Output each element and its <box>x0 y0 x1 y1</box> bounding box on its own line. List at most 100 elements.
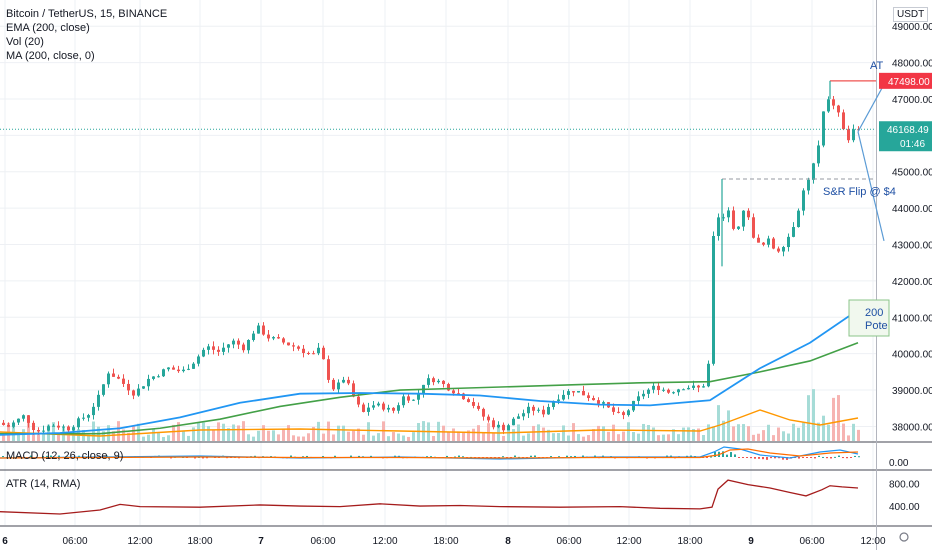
volume-bar <box>347 431 350 441</box>
chart-title: Bitcoin / TetherUS, 15, BINANCE <box>6 8 168 20</box>
candle-body <box>152 376 155 379</box>
volume-bar <box>292 435 295 441</box>
axis-settings-icon[interactable] <box>899 532 909 542</box>
candle-body <box>242 344 245 351</box>
volume-bar <box>207 426 210 441</box>
macd-histogram-bar <box>738 457 740 458</box>
time-tick-6: 12:00 <box>372 536 397 547</box>
candle-body <box>267 334 270 339</box>
time-tick-2: 12:00 <box>127 536 152 547</box>
volume-bar <box>202 422 205 441</box>
volume-bar <box>232 424 235 441</box>
macd-histogram-bar <box>602 455 604 457</box>
candle-body <box>432 378 435 383</box>
candle-body <box>427 378 430 385</box>
macd-histogram-bar <box>570 456 572 458</box>
volume-bar <box>192 427 195 441</box>
atr-line <box>0 479 859 515</box>
volume-bar <box>57 433 60 441</box>
candle-body <box>787 236 790 248</box>
volume-bar <box>142 436 145 441</box>
macd-histogram-bar <box>734 454 736 457</box>
volume-bar <box>672 429 675 441</box>
candle-body <box>752 217 755 238</box>
candle-body <box>317 347 320 354</box>
volume-bar <box>342 425 345 441</box>
volume-bar <box>622 431 625 441</box>
volume-bar <box>112 431 115 441</box>
volume-bar <box>692 428 695 441</box>
volume-bar <box>472 428 475 441</box>
candle-body <box>117 376 120 379</box>
volume-bar <box>37 432 40 441</box>
volume-bar <box>247 434 250 441</box>
volume-bar <box>682 427 685 441</box>
candle-body <box>472 402 475 406</box>
macd-histogram-bar <box>850 457 852 458</box>
candle-body <box>617 411 620 413</box>
candle-body <box>332 379 335 390</box>
atr-pane-label[interactable]: ATR (14, RMA) <box>6 478 81 490</box>
volume-bar <box>482 432 485 441</box>
candle-body <box>42 430 45 432</box>
macd-histogram-bar <box>566 455 568 457</box>
indicator-vol-label[interactable]: Vol (20) <box>6 36 44 48</box>
volume-bar <box>492 433 495 441</box>
volume-bar <box>287 425 290 441</box>
atr-axis-tick-0: 800.00 <box>889 479 920 490</box>
macd-histogram-bar <box>726 454 728 457</box>
volume-bar <box>677 434 680 441</box>
volume-bar <box>507 429 510 441</box>
currency-button[interactable]: USDT <box>893 7 929 22</box>
macd-histogram-bar <box>810 457 812 458</box>
volume-bar <box>787 433 790 441</box>
candle-body <box>777 248 780 252</box>
macd-histogram-bar <box>30 455 32 457</box>
macd-pane-label[interactable]: MACD (12, 26, close, 9) <box>6 450 124 462</box>
macd-histogram-bar <box>714 452 716 457</box>
volume-bar <box>552 433 555 441</box>
indicator-ema-label[interactable]: EMA (200, close) <box>6 22 90 34</box>
volume-bar <box>812 389 815 441</box>
candle-body <box>127 383 130 391</box>
candle-body <box>217 349 220 352</box>
macd-histogram-bar <box>826 457 828 459</box>
candle-body <box>757 237 760 243</box>
macd-histogram-bar <box>806 457 808 458</box>
volume-bar <box>657 435 660 441</box>
macd-histogram-bar <box>78 455 80 457</box>
volume-bar <box>327 421 330 441</box>
candle-body <box>237 340 240 345</box>
volume-bar <box>722 420 725 441</box>
volume-bar <box>367 422 370 441</box>
volume-bar <box>412 432 415 441</box>
candle-body <box>47 426 50 431</box>
indicator-ma-label[interactable]: MA (200, close, 0) <box>6 50 95 62</box>
candle-body <box>232 340 235 345</box>
candle-body <box>622 412 625 416</box>
volume-bar <box>312 426 315 441</box>
macd-histogram-bar <box>2 456 4 458</box>
macd-histogram-bar <box>746 457 748 458</box>
macd-histogram-bar <box>202 457 204 459</box>
time-tick-1: 06:00 <box>62 536 87 547</box>
ma-200-line <box>0 342 859 435</box>
time-tick-13: 06:00 <box>799 536 824 547</box>
macd-histogram-bar <box>534 455 536 457</box>
volume-bar <box>632 431 635 441</box>
macd-histogram-bar <box>766 457 768 460</box>
candle-body <box>77 418 80 428</box>
candle-body <box>652 385 655 390</box>
macd-histogram-bar <box>830 457 832 459</box>
macd-histogram-bar <box>690 455 692 457</box>
macd-histogram-bar <box>50 455 52 457</box>
macd-histogram-bar <box>706 457 708 458</box>
macd-histogram-bar <box>398 455 400 457</box>
candle-body <box>352 383 355 397</box>
candle-body <box>852 129 855 141</box>
time-tick-14: 12:00 <box>860 536 885 547</box>
candle-body <box>37 430 40 432</box>
candle-body <box>597 400 600 404</box>
